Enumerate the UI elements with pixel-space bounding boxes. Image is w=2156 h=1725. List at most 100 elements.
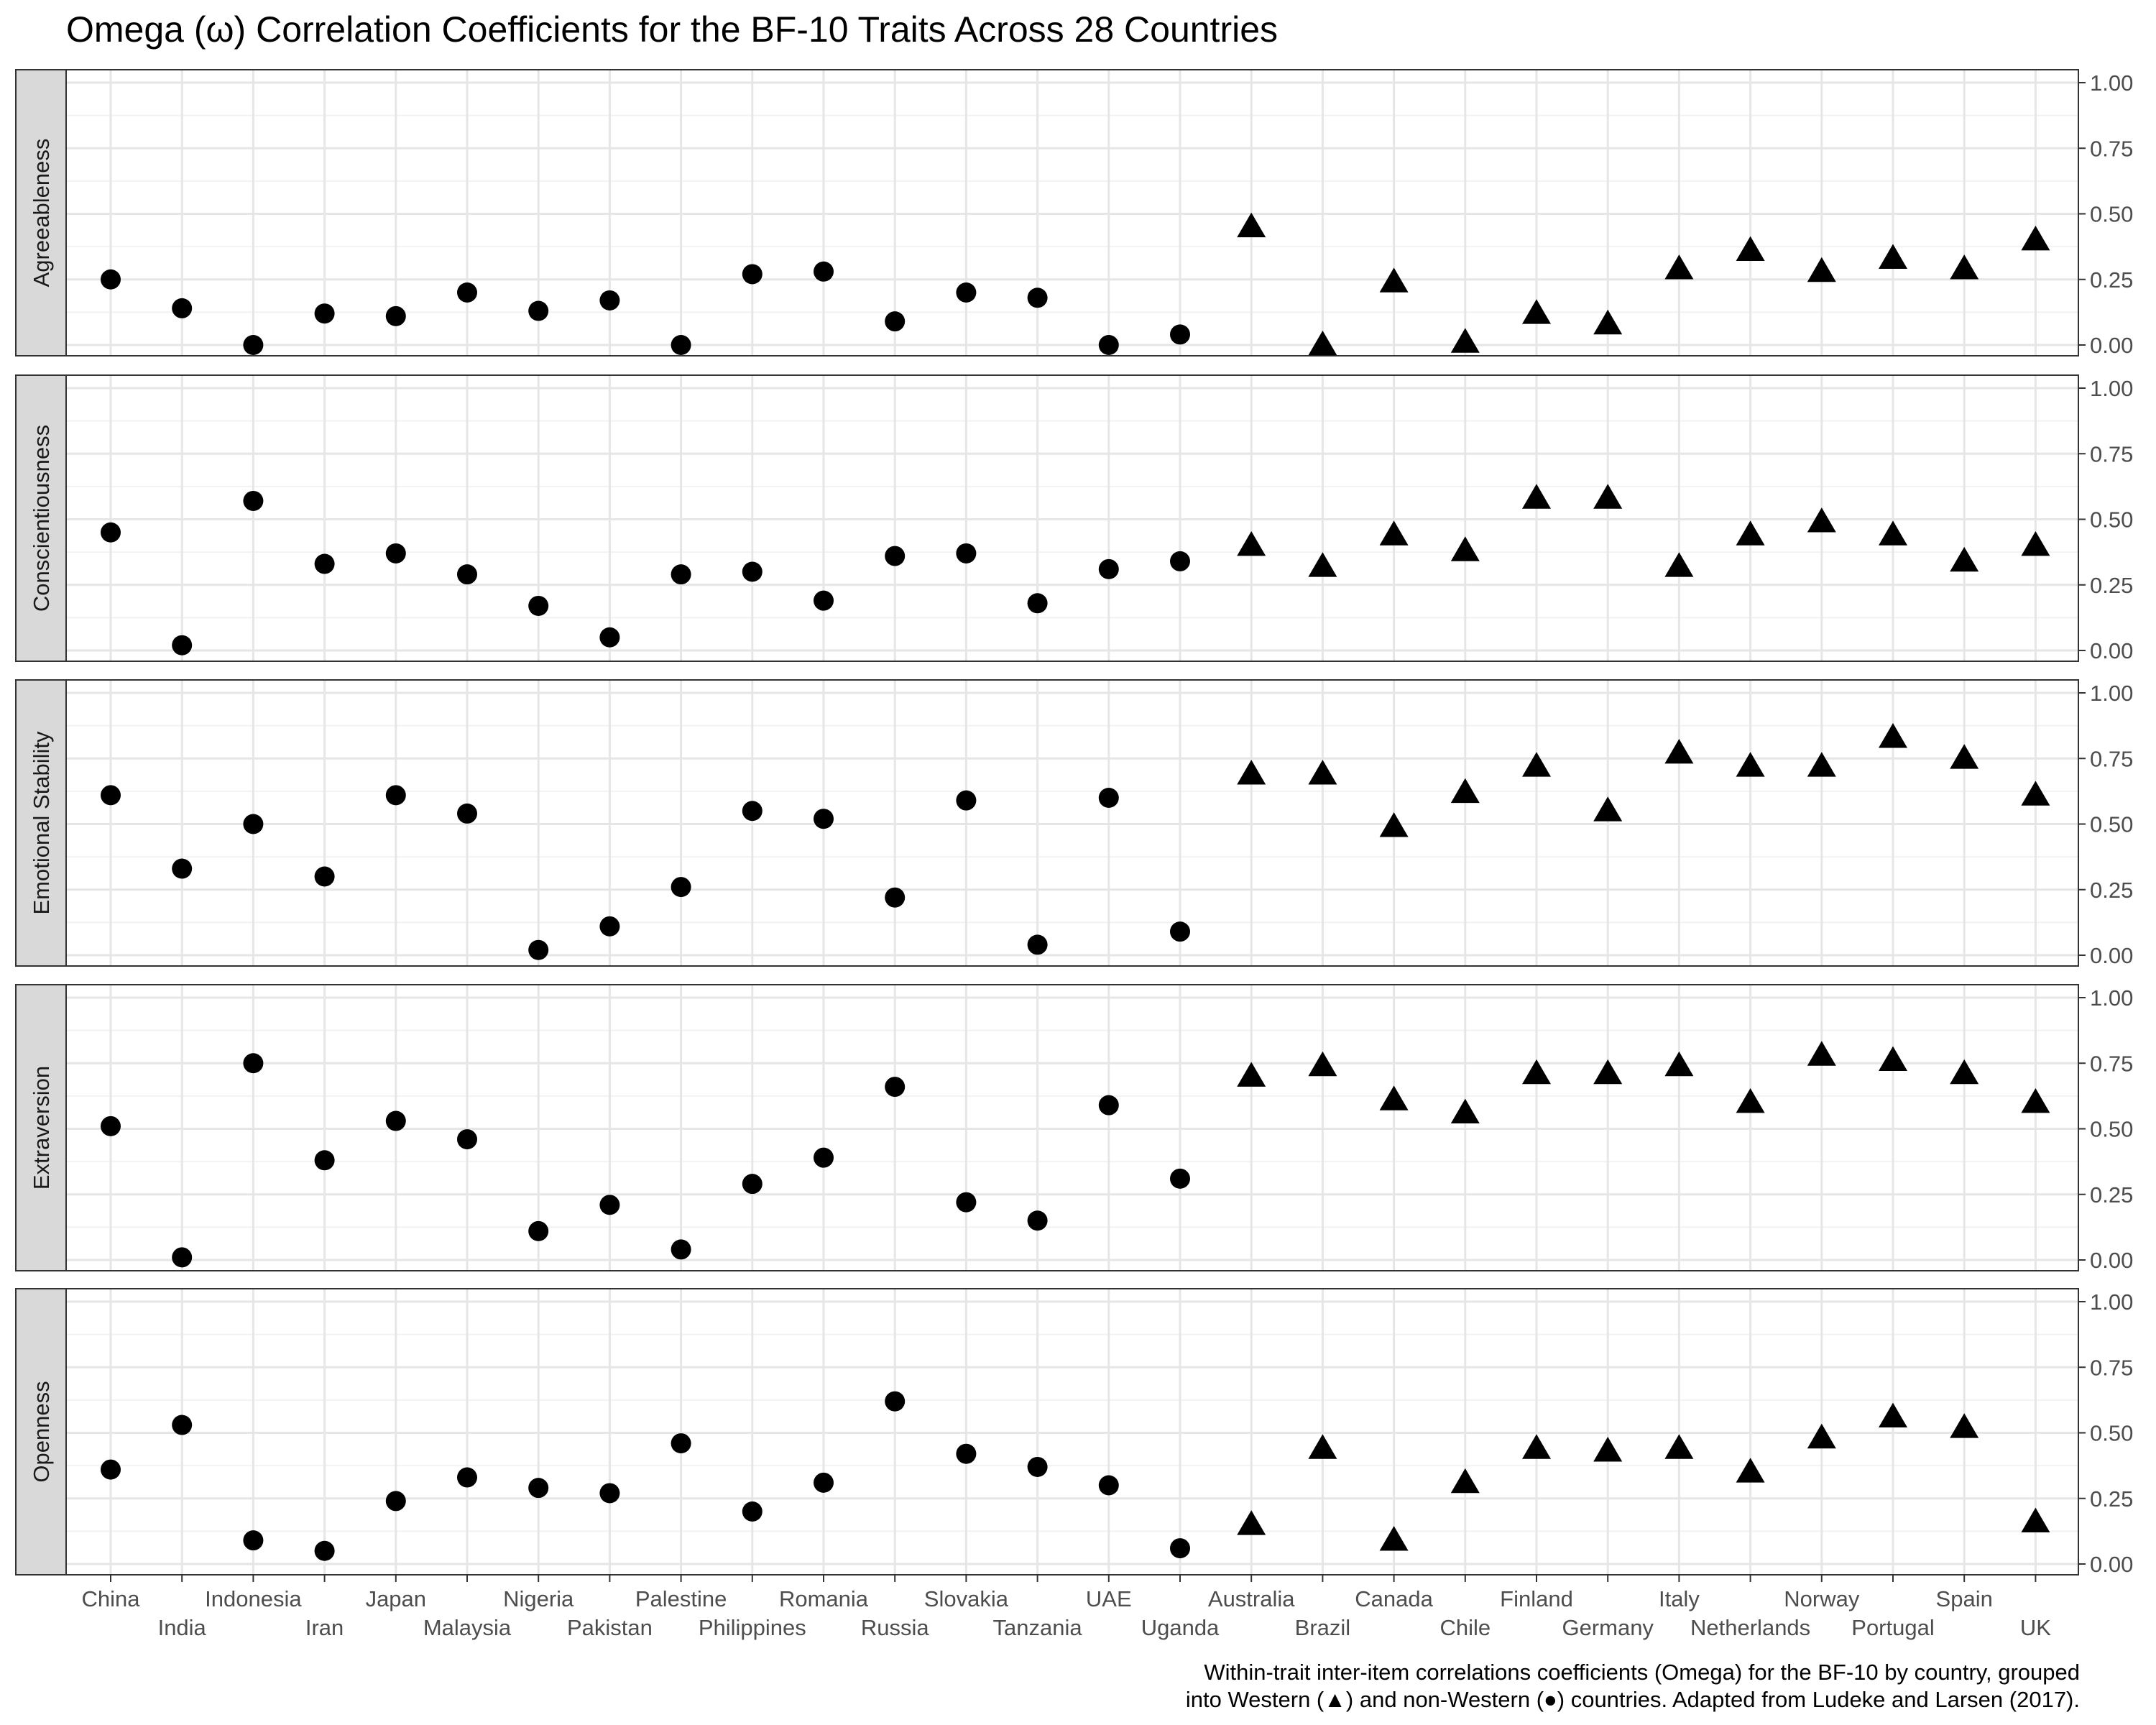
y-tick-label: 0.00 [2090,333,2133,358]
point-nonwestern-slovakia [956,1443,977,1464]
point-nonwestern-nigeria [528,939,549,960]
point-western-germany [1593,484,1623,509]
panel-border [65,69,2079,356]
panel-border [65,984,2079,1271]
point-western-australia [1237,212,1266,238]
point-western-uk [2021,1507,2050,1532]
point-nonwestern-japan [385,305,406,326]
point-western-germany [1593,1437,1623,1462]
x-tick-label: Australia [1208,1586,1295,1611]
point-nonwestern-romania [814,261,834,282]
point-western-italy [1664,1434,1694,1459]
point-nonwestern-philippines [742,1501,763,1522]
x-tick-label: Pakistan [567,1615,653,1640]
y-tick-label: 0.75 [2090,136,2133,161]
point-nonwestern-philippines [742,264,763,285]
y-tick-label: 1.00 [2090,985,2133,1011]
point-nonwestern-india [172,1247,193,1268]
point-western-brazil [1308,331,1337,356]
point-nonwestern-slovakia [956,790,977,811]
point-nonwestern-india [172,635,193,656]
x-tick-label: UK [2020,1615,2051,1640]
point-western-portugal [1879,1046,1907,1071]
x-tick-label: Malaysia [423,1615,512,1640]
point-nonwestern-japan [385,543,406,564]
x-tick-label: Norway [1784,1586,1860,1611]
point-western-australia [1237,1062,1266,1087]
panels-layer: Agreeableness0.000.250.500.751.00Conscie… [15,69,2133,1577]
point-western-australia [1237,760,1266,785]
x-tick-label: Russia [861,1615,930,1640]
point-nonwestern-philippines [742,561,763,582]
point-nonwestern-uae [1098,1475,1119,1496]
panel-border [65,374,2079,662]
x-tick-label: China [82,1586,141,1611]
point-nonwestern-russia [885,1077,906,1098]
point-western-canada [1379,267,1409,293]
point-nonwestern-malaysia [457,1467,477,1488]
x-tick-label: Portugal [1851,1615,1934,1640]
point-western-brazil [1308,552,1337,577]
point-western-germany [1593,796,1623,822]
point-nonwestern-tanzania [1027,1210,1048,1231]
point-western-finland [1522,1059,1551,1085]
point-western-germany [1593,309,1623,335]
caption-line-1: Within-trait inter-item correlations coe… [1204,1660,2080,1685]
point-western-finland [1522,752,1551,777]
point-nonwestern-iran [314,303,335,324]
point-nonwestern-iran [314,866,335,887]
x-tick-label: Finland [1500,1586,1573,1611]
point-western-chile [1450,536,1480,561]
facet-strip [15,679,67,967]
x-tick-label: Palestine [635,1586,727,1611]
point-western-canada [1379,1526,1409,1551]
point-nonwestern-india [172,298,193,318]
point-western-netherlands [1736,520,1765,546]
y-tick-label: 0.00 [2090,943,2133,968]
x-tick-label: UAE [1086,1586,1132,1611]
point-nonwestern-russia [885,1391,906,1412]
y-tick-label: 0.00 [2090,1552,2133,1577]
point-nonwestern-uganda [1170,1538,1190,1559]
point-western-portugal [1879,723,1907,748]
y-tick-label: 0.00 [2090,1248,2133,1273]
facet-label: Emotional Stability [29,731,54,915]
facet-label: Extraversion [29,1066,54,1190]
point-nonwestern-tanzania [1027,593,1048,614]
point-western-norway [1807,257,1836,282]
point-western-chile [1450,1468,1480,1494]
y-tick-label: 1.00 [2090,70,2133,96]
y-tick-label: 0.50 [2090,1421,2133,1446]
y-tick-label: 0.25 [2090,878,2133,903]
point-western-uk [2021,781,2050,806]
panel-conscientiousness: Conscientiousness 0.00 0.25 0.50 0.75 1.00 [15,374,2133,663]
point-nonwestern-uae [1098,558,1119,579]
point-nonwestern-uganda [1170,921,1190,942]
point-western-portugal [1879,520,1907,546]
point-nonwestern-nigeria [528,300,549,321]
point-western-uk [2021,531,2050,556]
point-nonwestern-uganda [1170,1168,1190,1189]
x-tick-label: Italy [1659,1586,1700,1611]
point-nonwestern-indonesia [243,1053,264,1074]
y-tick-label: 1.00 [2090,681,2133,706]
point-nonwestern-romania [814,1472,834,1493]
y-tick-label: 0.25 [2090,1182,2133,1208]
panel-agreeableness: Agreeableness 0.00 0.25 0.50 0.75 1.00 [15,69,2133,358]
point-western-netherlands [1736,236,1765,261]
point-western-netherlands [1736,1458,1765,1483]
point-western-italy [1664,738,1694,764]
point-nonwestern-philippines [742,1174,763,1195]
point-nonwestern-iran [314,1150,335,1171]
point-western-uk [2021,226,2050,251]
panel-border [65,1288,2079,1576]
point-western-chile [1450,1098,1480,1123]
point-western-uk [2021,1088,2050,1113]
point-nonwestern-indonesia [243,814,264,834]
point-western-italy [1664,1051,1694,1077]
x-tick-label: Brazil [1295,1615,1351,1640]
x-tick-label: Philippines [699,1615,806,1640]
point-nonwestern-nigeria [528,1220,549,1241]
panel-openness: Openness 0.00 0.25 0.50 0.75 1.00 [15,1288,2133,1577]
